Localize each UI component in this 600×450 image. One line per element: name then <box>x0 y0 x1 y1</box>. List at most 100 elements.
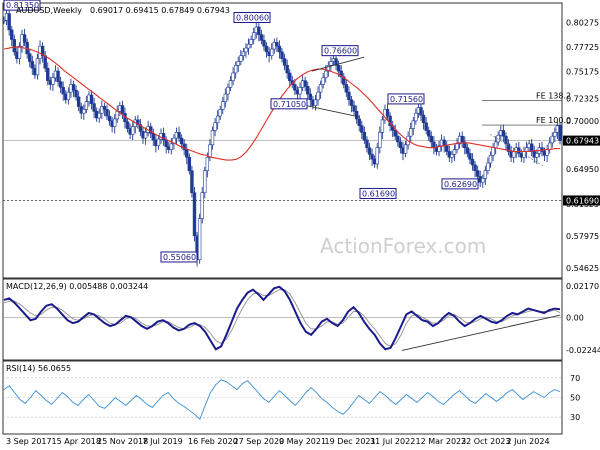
candle-body <box>491 147 495 156</box>
candle-body <box>298 87 302 95</box>
rsi-layer <box>3 377 562 420</box>
candle-body <box>228 80 233 88</box>
candle-body <box>321 77 325 85</box>
macd-y-tick-label: 0.021701 <box>566 282 600 291</box>
candle-body <box>362 132 367 141</box>
candle-body <box>241 51 246 57</box>
price-title: AUDUSD,Weekly <box>16 6 82 15</box>
level-price-tag-label: 0.61690 <box>566 196 599 205</box>
candle-body <box>151 133 155 141</box>
candle-body <box>172 137 176 145</box>
fe-label: FE 100.0 <box>536 116 571 125</box>
candle-body <box>197 218 202 261</box>
candle-body <box>504 135 508 145</box>
candle-body <box>445 145 449 152</box>
candle-body <box>468 153 472 160</box>
candle-body <box>264 45 269 53</box>
axis-layer: 0.546250.579750.613250.649500.678000.700… <box>6 18 600 446</box>
candle-body <box>370 154 374 160</box>
candle-body <box>336 65 341 72</box>
candle-body <box>218 109 222 117</box>
x-tick-label: 31 Jul 2022 <box>370 437 415 446</box>
candle-body <box>550 135 554 144</box>
candle-body <box>210 130 215 146</box>
candle-body <box>120 105 125 114</box>
macd-y-tick-label: 0.00 <box>566 313 584 322</box>
candle-body <box>427 130 431 137</box>
annotation-label: 0.71560 <box>390 95 423 104</box>
candle-body <box>105 109 109 117</box>
candle-body <box>40 45 45 57</box>
candle-body <box>84 101 89 110</box>
candle-body <box>378 132 382 148</box>
rsi-title: RSI(14) 56.0655 <box>6 364 71 373</box>
x-tick-label: 16 Feb 2020 <box>188 437 238 446</box>
x-tick-label: 27 Sep 2020 <box>234 437 285 446</box>
candle-body <box>529 143 534 152</box>
candle-body <box>285 65 289 74</box>
candle-body <box>203 170 207 194</box>
candle-body <box>112 118 117 127</box>
candle-body <box>257 26 261 35</box>
candle-body <box>270 48 274 57</box>
channel-upper-line <box>311 56 365 72</box>
candle-body <box>221 101 225 110</box>
candle-body <box>277 45 282 53</box>
rsi-y-tick-label: 70 <box>570 374 580 383</box>
candle-body <box>293 84 297 91</box>
macd-trend-line <box>401 314 561 351</box>
candle-body <box>475 170 480 177</box>
candle-body <box>192 192 197 237</box>
price-y-tick-label: 0.64950 <box>566 165 599 174</box>
candle-body <box>56 70 60 82</box>
level-price-tag <box>563 195 600 206</box>
candle-body <box>424 122 428 131</box>
annotation-box <box>3 0 41 11</box>
candle-body <box>329 61 333 66</box>
dashed-trend-line <box>489 133 546 168</box>
candle-body <box>506 143 511 152</box>
annotation-label: 0.71050 <box>273 100 306 109</box>
candle-body <box>360 125 364 133</box>
candle-body <box>187 156 192 171</box>
candle-body <box>463 141 467 148</box>
candle-body <box>375 147 379 165</box>
macd-layer <box>3 285 562 351</box>
candle-body <box>429 135 433 143</box>
candle-body <box>365 139 369 148</box>
annotation-box <box>160 251 198 263</box>
candle-body <box>246 43 251 49</box>
candle-body <box>455 143 459 150</box>
candle-body <box>553 132 557 137</box>
rsi-panel-frame <box>2 360 563 435</box>
candle-body <box>501 130 506 137</box>
candle-body <box>313 99 318 106</box>
candle-body <box>28 53 32 62</box>
candle-body <box>107 115 112 122</box>
candle-body <box>239 55 243 62</box>
candle-body <box>262 40 266 47</box>
candle-body <box>493 141 498 148</box>
candle-body <box>179 137 184 145</box>
annotation-box <box>441 178 479 190</box>
candle-body <box>465 147 470 154</box>
candle-body <box>318 84 323 93</box>
candle-body <box>545 149 549 156</box>
candle-body <box>169 143 174 150</box>
x-tick-label: 12 Mar 2023 <box>416 437 467 446</box>
candle-body <box>92 103 96 112</box>
candle-body <box>486 162 490 171</box>
fe-label: FE 138.2 <box>536 92 571 101</box>
price-y-tick-label: 0.70000 <box>566 117 599 126</box>
x-tick-label: 7 Jul 2019 <box>143 437 183 446</box>
candle-body <box>303 80 307 87</box>
candle-body <box>131 126 135 135</box>
candle-body <box>244 47 248 53</box>
candle-body <box>357 118 361 126</box>
price-y-tick-label: 0.54625 <box>566 264 599 273</box>
candle-body <box>259 34 264 41</box>
candle-body <box>411 120 415 129</box>
price-y-tick-label: 0.72325 <box>566 95 599 104</box>
candle-body <box>226 87 230 95</box>
